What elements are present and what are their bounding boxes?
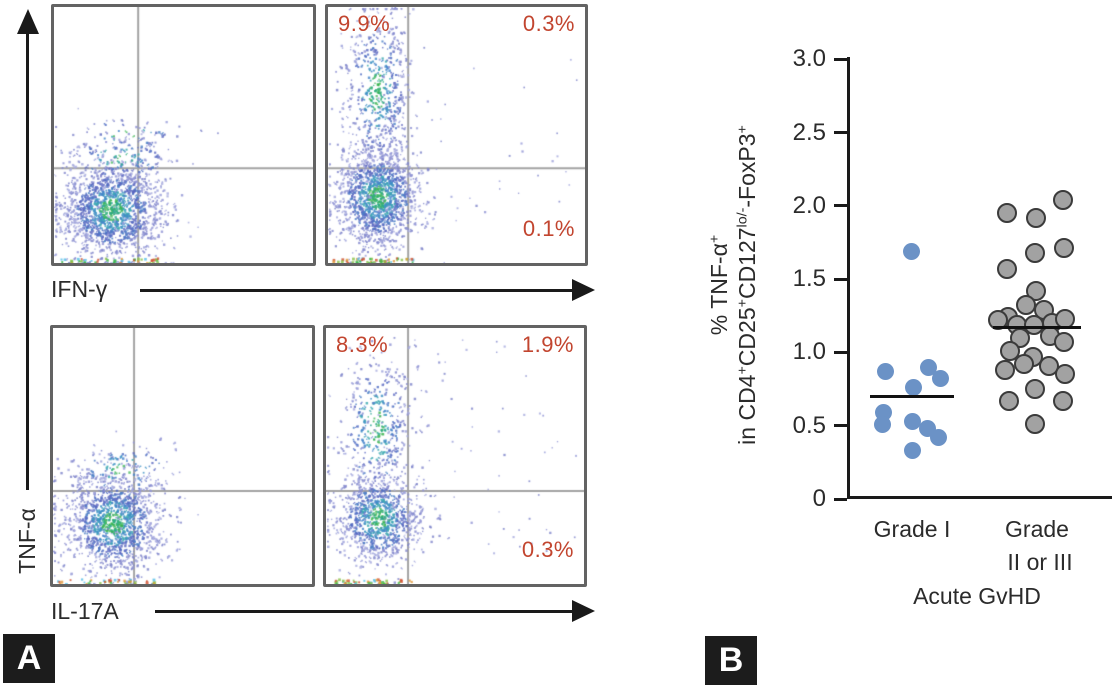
y-tick <box>834 497 847 501</box>
superscript: + <box>734 366 751 375</box>
y-tick <box>834 424 847 428</box>
flow-density-canvas <box>54 7 313 263</box>
dot-grade-ii-or-iii <box>999 390 1019 411</box>
dot-grade-i <box>876 362 894 380</box>
ifng-axis-label: IFN-γ <box>51 276 108 302</box>
y-tick-label: 0 <box>812 485 826 512</box>
dot-grade-ii-or-iii <box>997 258 1017 279</box>
ifng-axis-arrow-line <box>140 289 572 292</box>
quadrant-percentage: 9.9% <box>338 11 391 36</box>
flow-density-canvas <box>326 328 584 584</box>
flow-density-canvas <box>53 328 312 584</box>
y-tick <box>834 350 847 354</box>
label-segment: CD25 <box>734 307 760 367</box>
arrow-right-icon <box>572 600 595 622</box>
y-tick <box>834 277 847 281</box>
il17a-axis-arrow-line <box>155 610 572 613</box>
y-tick-label: 2.0 <box>792 191 826 219</box>
dotplot-y-axis <box>847 57 850 499</box>
flow-density-canvas <box>328 7 585 263</box>
dot-grade-ii-or-iii <box>1026 207 1046 228</box>
dot-grade-i <box>904 379 922 397</box>
superscript: + <box>706 234 723 244</box>
y-tick-label: 1.0 <box>792 338 826 366</box>
dot-grade-ii-or-iii <box>995 359 1015 380</box>
y-tick <box>834 204 847 208</box>
y-tick-label: 2.5 <box>792 118 826 146</box>
category-label-grade-ii-iii-line2: II or III <box>1007 549 1073 575</box>
dotplot-y-axis-label: % TNF-α+ in CD4+CD25+CD127lo/--FoxP3+ <box>705 75 763 495</box>
dot-grade-ii-or-iii <box>1054 238 1074 259</box>
dot-grade-i <box>919 358 937 376</box>
category-label-grade-i: Grade I <box>873 516 951 542</box>
y-tick <box>834 131 847 134</box>
dot-grade-ii-or-iii <box>1054 332 1074 353</box>
panel-a-label: A <box>3 634 55 683</box>
tnf-axis-arrow-line <box>26 30 29 490</box>
dot-grade-ii-or-iii <box>1025 379 1045 400</box>
y-tick-label: 3.0 <box>792 45 826 73</box>
y-tick-label: 0.5 <box>792 411 826 439</box>
superscript: lo/- <box>734 207 751 228</box>
superscript: + <box>734 299 751 308</box>
category-label-grade-ii-iii-line1: Grade <box>1005 516 1069 542</box>
label-segment: % TNF-α <box>706 243 732 336</box>
superscript: + <box>734 125 751 134</box>
dot-grade-ii-or-iii <box>1055 364 1075 385</box>
dot-grade-ii-or-iii <box>1053 390 1073 411</box>
dotplot-y-axis-label-line1: % TNF-α+ <box>705 75 733 495</box>
flow-plot-ifng-right: 9.9% 0.3% 0.1% <box>325 4 588 266</box>
label-segment: in CD4 <box>734 374 760 445</box>
dotplot-y-axis-label-line2: in CD4+CD25+CD127lo/--FoxP3+ <box>733 75 761 495</box>
arrow-up-icon <box>17 9 39 34</box>
panel-a-y-axis-label: TNF-α <box>14 508 40 574</box>
quadrant-percentage: 0.3% <box>522 11 575 36</box>
dot-grade-ii-or-iii <box>1016 295 1036 316</box>
dot-grade-i <box>929 428 947 446</box>
dot-grade-ii-or-iii <box>1000 340 1020 361</box>
dot-grade-ii-or-iii <box>1053 189 1073 210</box>
dot-grade-ii-or-iii <box>997 203 1017 224</box>
y-tick <box>834 57 847 61</box>
dot-grade-i <box>903 442 921 460</box>
label-segment: -FoxP3 <box>734 133 760 208</box>
label-segment: CD127 <box>734 227 760 300</box>
dotplot-x-axis <box>847 496 1112 499</box>
quadrant-percentage: 0.3% <box>521 537 574 562</box>
dot-grade-i <box>902 242 920 260</box>
arrow-right-icon <box>572 279 595 301</box>
median-line-grade-ii-or-iii <box>993 325 1081 329</box>
dot-grade-i <box>873 415 891 433</box>
panel-b-label: B <box>705 636 757 685</box>
dot-grade-ii-or-iii <box>1025 414 1045 435</box>
dot-grade-i <box>903 412 921 430</box>
flow-plot-il17a-right: 8.3% 1.9% 0.3% <box>323 325 587 587</box>
dot-grade-ii-or-iii <box>1014 354 1034 375</box>
quadrant-percentage: 8.3% <box>336 332 389 357</box>
quadrant-percentage: 0.1% <box>522 216 575 241</box>
median-line-grade-i <box>870 394 954 398</box>
dot-grade-i <box>931 370 949 388</box>
flow-plot-ifng-left <box>51 4 316 266</box>
y-tick-label: 1.5 <box>792 265 826 293</box>
dotplot-x-axis-title: Acute GvHD <box>913 583 1041 609</box>
dot-grade-ii-or-iii <box>1025 242 1045 263</box>
il17a-axis-label: IL-17A <box>51 598 119 624</box>
flow-plot-il17a-left <box>50 325 315 587</box>
quadrant-percentage: 1.9% <box>521 332 574 357</box>
